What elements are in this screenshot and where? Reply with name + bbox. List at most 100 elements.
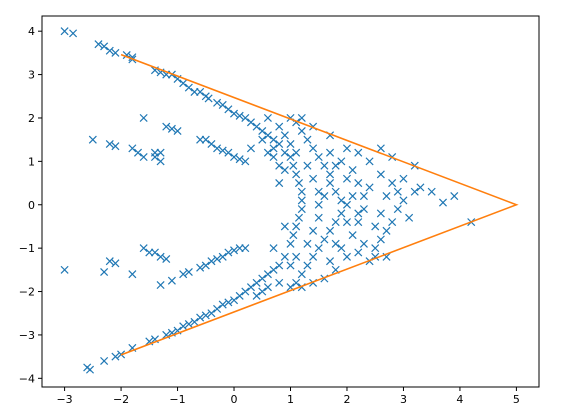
scatter-point (326, 226, 335, 235)
scatter-point (190, 317, 199, 326)
scatter-point (263, 148, 272, 157)
scatter-point (286, 139, 295, 149)
scatter-point (416, 183, 425, 192)
scatter-point (331, 161, 340, 170)
scatter-point (326, 179, 335, 188)
scatter-point (382, 192, 391, 201)
scatter-point (207, 139, 216, 149)
scatter-point (309, 144, 318, 153)
scatter-point (294, 213, 303, 222)
scatter-point (342, 218, 352, 227)
scatter-point (275, 139, 284, 149)
scatter-point (111, 259, 120, 268)
scatter-point (303, 261, 312, 270)
scatter-point (229, 296, 239, 305)
scatter-point (60, 27, 69, 36)
scatter-point (100, 42, 109, 51)
scatter-point (376, 209, 385, 218)
scatter-point (280, 252, 289, 261)
scatter-point (337, 244, 346, 253)
scatter-point (258, 287, 267, 296)
scatter-point (258, 274, 267, 283)
scatter-point (314, 200, 323, 209)
scatter-point (156, 148, 165, 157)
scatter-point (326, 257, 335, 266)
scatter-point (241, 157, 250, 166)
scatter-point (179, 270, 188, 279)
scatter-point (365, 157, 374, 166)
plot-area (60, 27, 519, 374)
scatter-point (105, 46, 114, 55)
y-axis-ticks (38, 30, 42, 379)
scatter-point (297, 270, 306, 279)
scatter-point (297, 126, 306, 136)
scatter-point (201, 261, 210, 270)
scatter-point (218, 146, 227, 155)
y-tick-label: −3 (19, 329, 35, 342)
series-line (120, 53, 519, 356)
scatter-point (393, 205, 402, 214)
scatter-point (354, 218, 363, 227)
scatter-point (320, 192, 329, 201)
scatter-point (399, 174, 408, 183)
scatter-point (150, 248, 159, 257)
scatter-point (229, 109, 239, 118)
scatter-point (359, 192, 368, 201)
x-tick-label: 1 (287, 393, 294, 406)
y-tick-label: 2 (28, 112, 35, 125)
scatter-point (269, 152, 278, 162)
scatter-point (427, 187, 436, 196)
scatter-point (371, 244, 380, 253)
scatter-point (201, 135, 210, 144)
scatter-point (326, 170, 335, 179)
scatter-point (354, 209, 363, 218)
scatter-point (156, 281, 165, 290)
scatter-point (69, 29, 78, 38)
scatter-point (218, 252, 227, 261)
scatter-point (309, 174, 318, 183)
scatter-point (111, 352, 120, 361)
scatter-point (289, 161, 298, 170)
scatter-point (275, 161, 284, 170)
scatter-point (337, 196, 346, 205)
scatter-point (94, 40, 103, 49)
scatter-point (348, 166, 357, 175)
line-series (120, 53, 519, 356)
y-tick-label: 3 (28, 69, 35, 82)
scatter-point (292, 222, 301, 231)
scatter-point (224, 248, 233, 257)
scatter-point (297, 187, 306, 196)
scatter-point (286, 261, 295, 270)
scatter-point (303, 161, 312, 170)
scatter-point (399, 196, 408, 205)
scatter-point (201, 311, 210, 320)
scatter-point (184, 320, 193, 329)
scatter-point (326, 148, 335, 157)
scatter-point (388, 218, 397, 227)
scatter-point (292, 252, 301, 261)
scatter-point (156, 252, 165, 261)
scatter-point (354, 179, 363, 188)
scatter-point (342, 200, 352, 209)
y-tick-label: 1 (28, 155, 35, 168)
scatter-point (167, 124, 176, 133)
scatter-point (314, 244, 323, 253)
scatter-point (179, 79, 188, 88)
scatter-point (105, 139, 114, 149)
scatter-point (337, 209, 346, 218)
scatter-point (213, 144, 222, 153)
x-axis-ticks (64, 387, 517, 391)
scatter-point (303, 135, 312, 144)
scatter-point (269, 244, 278, 253)
scatter-point (263, 113, 272, 122)
scatter-point (393, 187, 402, 196)
x-tick-label: −3 (56, 393, 72, 406)
scatter-point (246, 283, 255, 292)
x-tick-label: 0 (231, 393, 238, 406)
scatter-point (224, 148, 233, 157)
scatter-point (213, 254, 222, 264)
scatter-point (252, 278, 261, 287)
scatter-point (410, 187, 419, 196)
scatter-point (235, 244, 244, 253)
scatter-point (269, 144, 278, 153)
